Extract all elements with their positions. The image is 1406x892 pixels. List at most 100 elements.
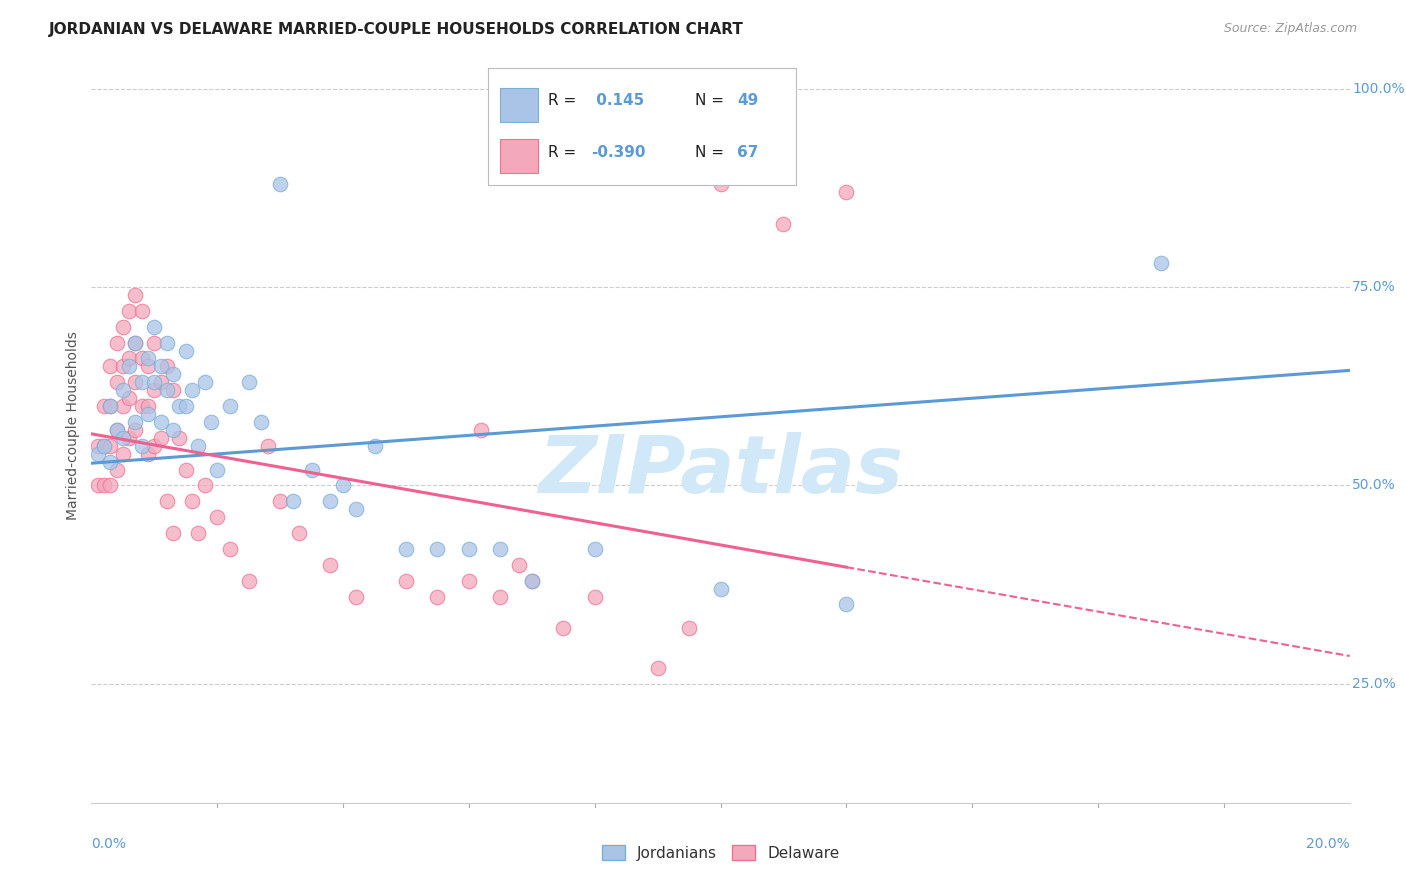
Point (156, 359, 179, 374)
Point (86, 439, 108, 453)
Point (98, 439, 121, 453)
Point (457, 541, 479, 556)
Point (489, 541, 512, 556)
Point (86, 447, 108, 461)
Point (124, 288, 146, 302)
Point (256, 439, 278, 453)
Text: JORDANIAN VS DELAWARE MARRIED-COUPLE HOUSEHOLDS CORRELATION CHART: JORDANIAN VS DELAWARE MARRIED-COUPLE HOU… (49, 22, 744, 37)
Point (131, 399, 153, 413)
Point (149, 415, 172, 429)
Point (118, 431, 141, 445)
Point (457, 574, 479, 588)
Text: 25.0%: 25.0% (1353, 677, 1396, 690)
Point (156, 335, 179, 350)
Point (105, 376, 128, 390)
Point (194, 478, 217, 492)
Text: R =: R = (548, 145, 581, 160)
Point (269, 494, 291, 508)
Point (647, 661, 669, 675)
Point (136, 351, 159, 366)
Point (93, 478, 115, 492)
Point (205, 510, 228, 524)
Point (772, 217, 794, 231)
Point (136, 407, 159, 421)
Point (395, 574, 418, 588)
Point (118, 304, 141, 318)
Point (174, 399, 197, 413)
Point (269, 177, 291, 191)
Point (238, 376, 260, 390)
Point (583, 590, 606, 604)
Point (181, 494, 204, 508)
Point (281, 494, 304, 508)
Point (131, 304, 153, 318)
Y-axis label: Married-couple Households: Married-couple Households (66, 332, 80, 520)
Point (143, 335, 166, 350)
Point (131, 439, 153, 453)
Point (835, 598, 858, 612)
Point (678, 621, 700, 635)
Point (332, 478, 354, 492)
Text: N =: N = (696, 145, 730, 160)
Point (149, 431, 172, 445)
Text: 20.0%: 20.0% (1306, 837, 1350, 851)
Point (136, 399, 159, 413)
Text: 0.145: 0.145 (591, 93, 644, 108)
Point (111, 383, 134, 397)
Text: 100.0%: 100.0% (1353, 82, 1405, 95)
Text: 75.0%: 75.0% (1353, 280, 1396, 294)
Point (162, 383, 184, 397)
Point (105, 335, 128, 350)
Point (174, 462, 197, 476)
Point (149, 376, 172, 390)
Text: 0.0%: 0.0% (91, 837, 127, 851)
Legend: Jordanians, Delaware: Jordanians, Delaware (596, 838, 845, 867)
Point (118, 351, 141, 366)
Point (1150, 256, 1173, 270)
Point (238, 574, 260, 588)
Point (181, 383, 204, 397)
Point (187, 439, 209, 453)
Point (709, 582, 731, 596)
Point (156, 494, 179, 508)
Point (288, 526, 311, 541)
Point (131, 376, 153, 390)
Point (105, 423, 128, 437)
Text: 50.0%: 50.0% (1353, 478, 1396, 492)
Point (124, 376, 146, 390)
Point (200, 415, 222, 429)
Point (194, 376, 217, 390)
Point (98, 478, 121, 492)
Point (98, 359, 121, 374)
Point (111, 431, 134, 445)
Point (86, 478, 108, 492)
Point (395, 541, 418, 556)
Point (143, 383, 166, 397)
Point (136, 359, 159, 374)
Point (583, 541, 606, 556)
Point (124, 335, 146, 350)
Point (218, 399, 240, 413)
Point (143, 376, 166, 390)
Point (98, 399, 121, 413)
Point (162, 526, 184, 541)
FancyBboxPatch shape (488, 68, 796, 185)
Text: N =: N = (696, 93, 730, 108)
FancyBboxPatch shape (501, 139, 538, 173)
Point (149, 359, 172, 374)
Point (143, 319, 166, 334)
Text: 49: 49 (737, 93, 758, 108)
Point (319, 558, 342, 572)
Point (105, 462, 128, 476)
Point (118, 391, 141, 405)
Point (169, 399, 191, 413)
Point (124, 423, 146, 437)
Point (111, 319, 134, 334)
Point (426, 541, 449, 556)
Point (174, 343, 197, 358)
Point (93, 439, 115, 453)
FancyBboxPatch shape (501, 87, 538, 121)
Point (205, 462, 228, 476)
Point (169, 431, 191, 445)
Point (93, 439, 115, 453)
